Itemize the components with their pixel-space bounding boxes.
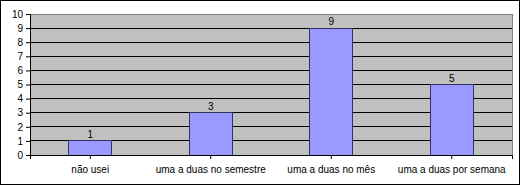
x-tick-mark (331, 155, 332, 159)
data-label: 9 (328, 16, 334, 27)
data-label: 5 (449, 73, 455, 84)
y-tick: 2 (17, 122, 30, 133)
y-tick-label: 1 (17, 136, 23, 147)
x-tick-label: uma a duas por semana (398, 164, 506, 175)
y-tick-mark (26, 113, 30, 114)
grid-line (30, 56, 512, 57)
x-axis: não usei uma a duas no semestre uma a duas… (31, 155, 513, 175)
y-tick-label: 10 (12, 9, 24, 20)
x-tick: não usei (71, 155, 109, 175)
y-tick: 5 (17, 79, 30, 90)
y-axis: 0 1 2 3 4 5 6 7 8 9 10 (12, 9, 31, 161)
x-tick: uma a duas por semana (398, 155, 506, 175)
grid-line (30, 70, 512, 71)
x-tick-mark (451, 155, 452, 159)
y-tick-label: 3 (17, 107, 23, 118)
y-tick-mark (26, 155, 30, 156)
data-label: 1 (87, 129, 93, 140)
y-tick-mark (26, 70, 30, 71)
data-label: 3 (208, 101, 214, 112)
x-axis-line (31, 156, 513, 160)
x-tick-mark (210, 155, 211, 159)
y-tick-label: 7 (17, 51, 23, 62)
y-tick-mark (26, 85, 30, 86)
bar (189, 113, 232, 155)
chart-border (1, 1, 520, 185)
grid-line (30, 28, 512, 29)
y-tick-mark (26, 42, 30, 43)
bar (430, 85, 473, 156)
y-tick: 8 (17, 37, 30, 48)
grid (30, 14, 512, 155)
y-tick-mark (26, 141, 30, 142)
x-tick: uma a duas no mês (287, 155, 375, 175)
y-tick-label: 5 (17, 79, 23, 90)
plot-frame (30, 14, 512, 155)
x-tick: uma a duas no semestre (156, 155, 266, 175)
grid-line (30, 42, 512, 43)
y-tick-mark (26, 99, 30, 100)
x-tick-mark (90, 155, 91, 159)
y-tick-mark (26, 127, 30, 128)
bar (69, 141, 112, 155)
x-tick-label: uma a duas no mês (287, 164, 375, 175)
chart: 0 1 2 3 4 5 6 7 8 9 10 não usei uma a duas no semest… (0, 0, 520, 185)
y-tick-mark (26, 56, 30, 57)
y-tick-label: 0 (17, 150, 23, 161)
y-tick: 7 (17, 51, 30, 62)
y-axis-line (26, 15, 31, 156)
y-tick-label: 4 (17, 93, 23, 104)
y-tick: 9 (17, 23, 30, 34)
y-tick-label: 8 (17, 37, 23, 48)
x-tick-label: uma a duas no semestre (156, 164, 266, 175)
bar (310, 28, 353, 155)
plot-background (30, 14, 512, 155)
y-tick: 3 (17, 107, 30, 118)
y-tick: 4 (17, 93, 30, 104)
data-labels: 1395 (87, 16, 455, 140)
y-tick-label: 6 (17, 65, 23, 76)
y-tick-label: 2 (17, 122, 23, 133)
y-tick-label: 9 (17, 23, 23, 34)
y-tick-mark (26, 14, 30, 15)
x-tick-label: não usei (71, 164, 109, 175)
y-tick: 0 (17, 150, 30, 161)
plot: 0 1 2 3 4 5 6 7 8 9 10 não usei uma a duas no semest… (12, 9, 513, 175)
bars (69, 28, 474, 155)
y-tick: 6 (17, 65, 30, 76)
y-tick-mark (26, 28, 30, 29)
y-tick: 10 (12, 9, 30, 20)
y-tick: 1 (17, 136, 30, 147)
